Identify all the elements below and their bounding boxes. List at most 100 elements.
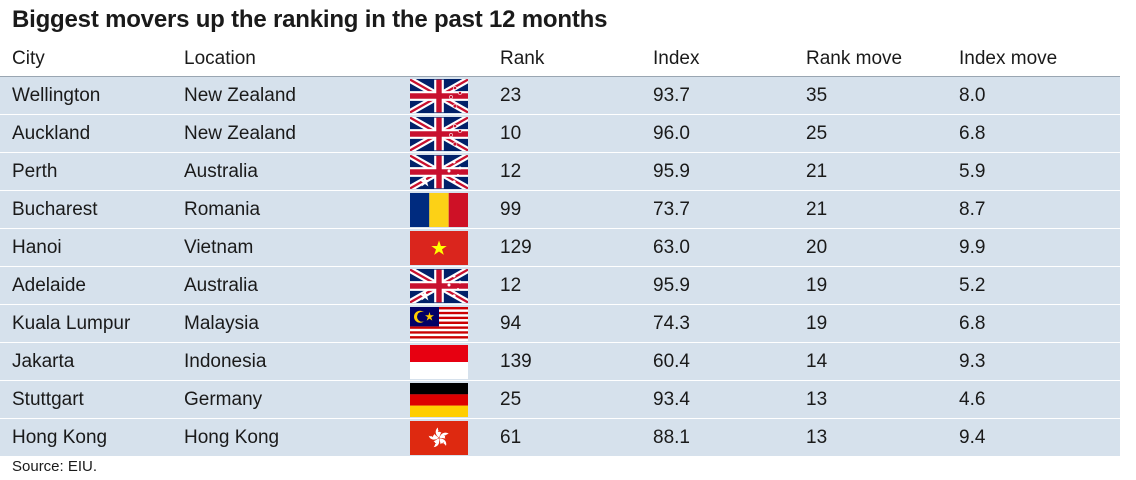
header-location: Location (172, 42, 410, 77)
table-row: Perth Australia 12 95.9 21 5.9 (0, 152, 1120, 191)
rank-move-cell: 25 (794, 114, 947, 153)
flag-cell (410, 152, 488, 191)
location-cell: Germany (172, 380, 410, 419)
city-cell: Wellington (0, 76, 172, 115)
table-body: Wellington New Zealand 23 93.7 35 8.0 Aucklan… (0, 76, 1120, 457)
nz-flag-icon (410, 78, 468, 113)
my-flag-icon (410, 306, 468, 341)
header-rank: Rank (488, 42, 641, 77)
index-move-cell: 6.8 (947, 304, 1120, 343)
rank-cell: 99 (488, 190, 641, 229)
table-row: Stuttgart Germany 25 93.4 13 4.6 (0, 380, 1120, 419)
index-move-cell: 6.8 (947, 114, 1120, 153)
rank-cell: 12 (488, 266, 641, 305)
index-move-cell: 5.2 (947, 266, 1120, 305)
rank-move-cell: 14 (794, 342, 947, 381)
flag-cell (410, 418, 488, 457)
location-cell: New Zealand (172, 76, 410, 115)
index-move-cell: 9.9 (947, 228, 1120, 267)
flag-cell (410, 114, 488, 153)
table-row: Wellington New Zealand 23 93.7 35 8.0 (0, 76, 1120, 115)
table-row: Jakarta Indonesia 139 60.4 14 9.3 (0, 342, 1120, 381)
flag-cell (410, 190, 488, 229)
location-cell: Hong Kong (172, 418, 410, 457)
city-cell: Adelaide (0, 266, 172, 305)
rank-cell: 129 (488, 228, 641, 267)
rank-cell: 94 (488, 304, 641, 343)
index-cell: 96.0 (641, 114, 794, 153)
rank-cell: 25 (488, 380, 641, 419)
ro-flag-icon (410, 192, 468, 227)
index-cell: 63.0 (641, 228, 794, 267)
nz-flag-icon (410, 116, 468, 151)
id-flag-icon (410, 344, 468, 379)
table-row: Auckland New Zealand 10 96.0 25 6.8 (0, 114, 1120, 153)
movers-table: City Location Rank Index Rank move Index… (0, 42, 1120, 457)
flag-cell (410, 304, 488, 343)
city-cell: Hong Kong (0, 418, 172, 457)
table-row: Bucharest Romania 99 73.7 21 8.7 (0, 190, 1120, 229)
rank-move-cell: 21 (794, 190, 947, 229)
rank-move-cell: 35 (794, 76, 947, 115)
index-cell: 95.9 (641, 266, 794, 305)
index-cell: 74.3 (641, 304, 794, 343)
rank-cell: 23 (488, 76, 641, 115)
chart-title: Biggest movers up the ranking in the pas… (12, 6, 608, 33)
rank-cell: 12 (488, 152, 641, 191)
header-index: Index (641, 42, 794, 77)
index-move-cell: 4.6 (947, 380, 1120, 419)
au-flag-icon (410, 154, 468, 189)
table-row: Kuala Lumpur Malaysia 94 74.3 19 6.8 (0, 304, 1120, 343)
rank-move-cell: 19 (794, 304, 947, 343)
index-cell: 88.1 (641, 418, 794, 457)
rank-move-cell: 19 (794, 266, 947, 305)
au-flag-icon (410, 268, 468, 303)
rank-move-cell: 20 (794, 228, 947, 267)
header-flag (410, 42, 488, 77)
header-rank-move: Rank move (794, 42, 947, 77)
location-cell: Australia (172, 152, 410, 191)
index-cell: 95.9 (641, 152, 794, 191)
header-city: City (0, 42, 172, 77)
index-move-cell: 5.9 (947, 152, 1120, 191)
location-cell: Vietnam (172, 228, 410, 267)
location-cell: Indonesia (172, 342, 410, 381)
city-cell: Bucharest (0, 190, 172, 229)
index-move-cell: 9.4 (947, 418, 1120, 457)
city-cell: Stuttgart (0, 380, 172, 419)
index-cell: 93.7 (641, 76, 794, 115)
index-move-cell: 8.0 (947, 76, 1120, 115)
city-cell: Auckland (0, 114, 172, 153)
hk-flag-icon (410, 420, 468, 455)
city-cell: Perth (0, 152, 172, 191)
table-row: Hong Kong Hong Kong 61 88.1 13 9.4 (0, 418, 1120, 457)
flag-cell (410, 342, 488, 381)
index-cell: 60.4 (641, 342, 794, 381)
flag-cell (410, 380, 488, 419)
index-move-cell: 8.7 (947, 190, 1120, 229)
rank-move-cell: 13 (794, 380, 947, 419)
city-cell: Hanoi (0, 228, 172, 267)
index-cell: 73.7 (641, 190, 794, 229)
de-flag-icon (410, 382, 468, 417)
flag-cell (410, 266, 488, 305)
vn-flag-icon (410, 230, 468, 265)
location-cell: New Zealand (172, 114, 410, 153)
rank-move-cell: 13 (794, 418, 947, 457)
location-cell: Australia (172, 266, 410, 305)
flag-cell (410, 228, 488, 267)
location-cell: Romania (172, 190, 410, 229)
source-note: Source: EIU. (12, 458, 98, 475)
header-row: City Location Rank Index Rank move Index… (0, 42, 1120, 77)
city-cell: Jakarta (0, 342, 172, 381)
table-row: Adelaide Australia 12 95.9 19 5.2 (0, 266, 1120, 305)
city-cell: Kuala Lumpur (0, 304, 172, 343)
rank-cell: 139 (488, 342, 641, 381)
header-index-move: Index move (947, 42, 1120, 77)
flag-cell (410, 76, 488, 115)
rank-cell: 10 (488, 114, 641, 153)
table-row: Hanoi Vietnam 129 63.0 20 9.9 (0, 228, 1120, 267)
rank-cell: 61 (488, 418, 641, 457)
location-cell: Malaysia (172, 304, 410, 343)
index-move-cell: 9.3 (947, 342, 1120, 381)
